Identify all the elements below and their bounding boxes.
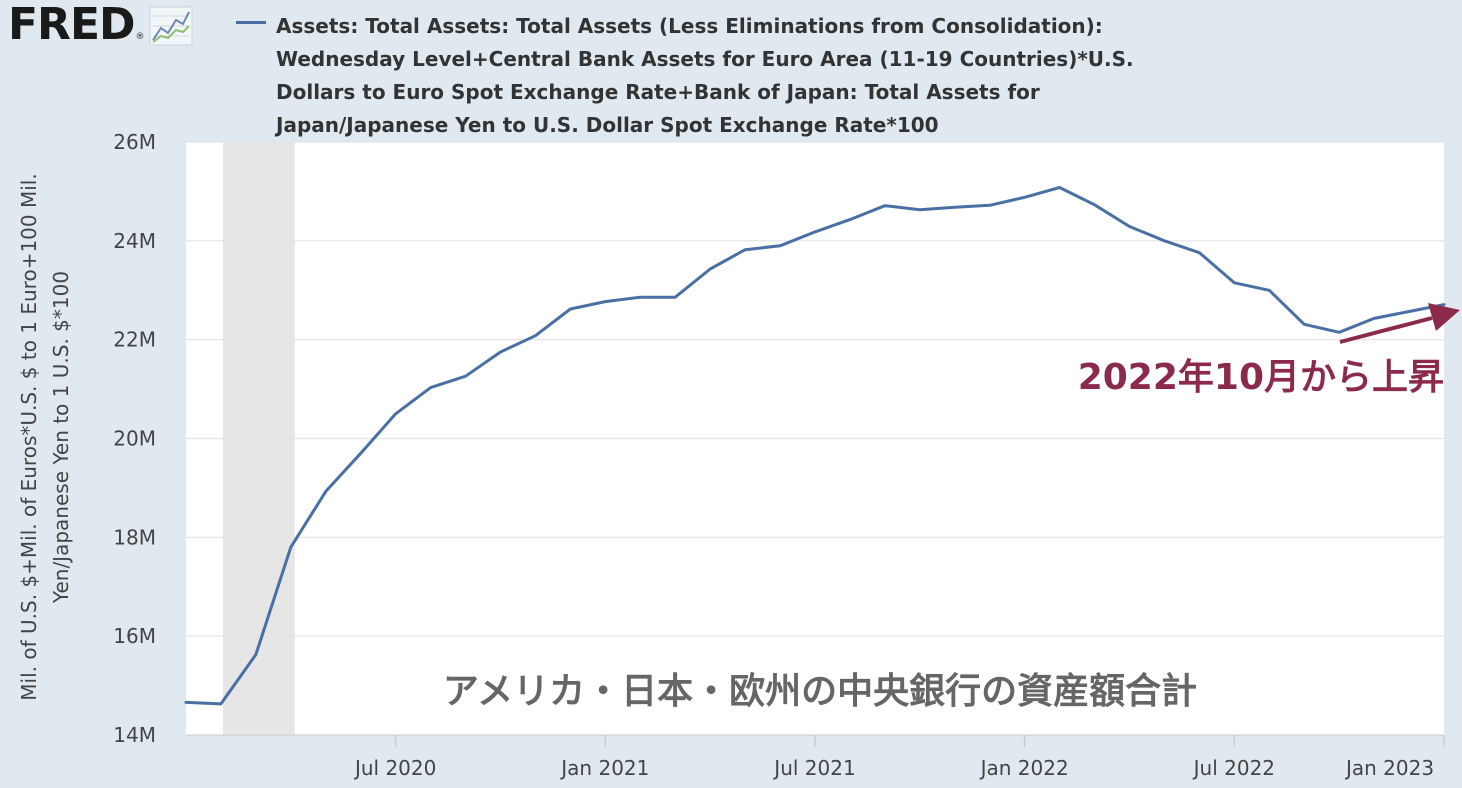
- x-tick-label: Jul 2022: [1192, 756, 1275, 780]
- chart-subtitle: アメリカ・日本・欧州の中央銀行の資産額合計: [443, 671, 1197, 712]
- annotation-arrow-line: [1339, 316, 1433, 344]
- line-graph-icon: [149, 6, 193, 46]
- registered-mark: ®: [135, 32, 145, 42]
- x-tick-label: Jul 2021: [772, 756, 855, 780]
- y-tick-label: 22M: [113, 328, 156, 352]
- chart-title: Assets: Total Assets: Total Assets (Less…: [276, 14, 1134, 137]
- y-tick-label: 16M: [113, 624, 156, 648]
- fred-logo[interactable]: FRED ®: [8, 2, 193, 48]
- x-tick-label: Jul 2020: [353, 756, 436, 780]
- y-tick-label: 20M: [113, 427, 156, 451]
- x-tick-label: Jan 2022: [979, 756, 1069, 780]
- y-tick-label: 18M: [113, 525, 156, 549]
- y-tick-label: 26M: [113, 130, 156, 154]
- legend-swatch: [236, 21, 266, 24]
- fred-logo-text: FRED: [8, 0, 136, 50]
- annotation-label: 2022年10月から上昇: [1078, 357, 1444, 398]
- series-line: [184, 186, 1446, 706]
- y-tick-label: 14M: [113, 723, 156, 747]
- x-tick-label: Jan 2021: [559, 756, 649, 780]
- x-tick-label: Jan 2023: [1344, 756, 1434, 780]
- annotation-arrowhead: [1428, 303, 1460, 331]
- y-tick-label: 24M: [113, 229, 156, 253]
